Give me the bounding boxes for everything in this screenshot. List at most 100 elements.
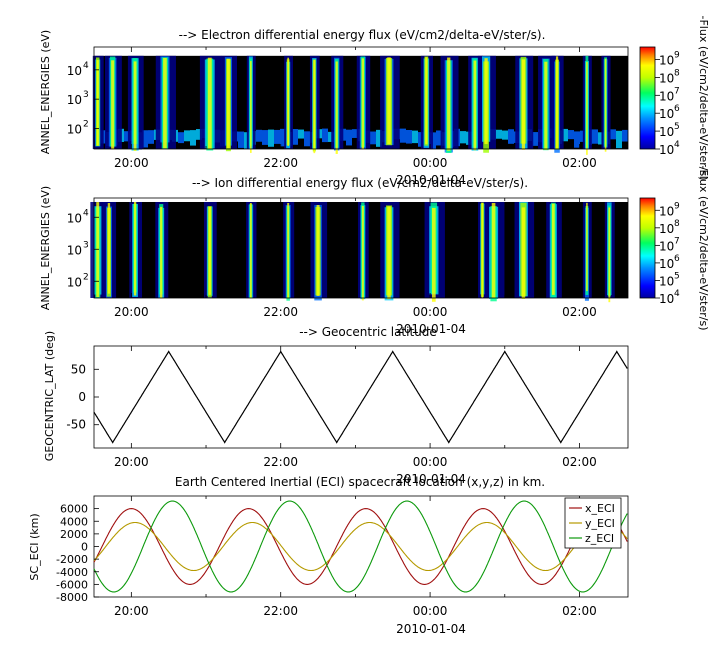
y-tick-label: 10 bbox=[67, 93, 82, 107]
pass-streak-core bbox=[551, 203, 555, 295]
low-energy-band-cell bbox=[352, 129, 358, 138]
colorbar-tick-label: 10 bbox=[659, 257, 674, 271]
low-energy-band-cell bbox=[124, 131, 130, 142]
low-energy-band-cell bbox=[256, 129, 262, 142]
colorbar-tick-exponent: 6 bbox=[674, 104, 680, 114]
colorbar-tick-exponent: 8 bbox=[674, 68, 680, 78]
low-energy-band-cell bbox=[178, 132, 184, 144]
low-energy-band-cell bbox=[592, 129, 598, 144]
low-energy-band-cell bbox=[598, 132, 604, 145]
pass-streak-core bbox=[431, 207, 436, 302]
y-tick-label: 10 bbox=[67, 122, 82, 136]
low-energy-band-cell bbox=[400, 128, 406, 143]
y-tick-exponent: 2 bbox=[83, 119, 89, 129]
low-energy-band-cell bbox=[268, 129, 274, 147]
colorbar-tick-label: 10 bbox=[659, 89, 674, 103]
colorbar-tick-exponent: 4 bbox=[674, 289, 680, 299]
low-energy-band-cell bbox=[376, 129, 382, 147]
pass-streak-core bbox=[521, 207, 526, 299]
panel-frame bbox=[93, 345, 629, 449]
pass-streak-core bbox=[387, 206, 391, 300]
time-tick-label: 22:00 bbox=[263, 156, 298, 170]
low-energy-band-cell bbox=[574, 131, 580, 148]
low-energy-band-cell bbox=[190, 130, 196, 146]
eci-series-z_ECI bbox=[93, 500, 628, 593]
y-tick-label: -50 bbox=[66, 418, 86, 432]
time-tick-label: 02:00 bbox=[562, 156, 597, 170]
y-tick-label: -2000 bbox=[56, 553, 88, 566]
pass-streak-core bbox=[250, 61, 252, 153]
time-tick-label: 20:00 bbox=[114, 455, 149, 469]
pass-streak-core bbox=[604, 58, 607, 152]
low-energy-band-cell bbox=[562, 128, 568, 142]
colorbar-tick-exponent: 9 bbox=[674, 201, 680, 211]
date-label-3: 2010-01-04 bbox=[396, 472, 466, 486]
colorbar-tick-exponent: 4 bbox=[674, 140, 680, 150]
y-tick-label: 10 bbox=[67, 64, 82, 78]
eci-title: Earth Centered Inertial (ECI) spacecraft… bbox=[175, 475, 545, 489]
latitude-ylabel: GEOCENTRIC_LAT (deg) bbox=[43, 331, 56, 461]
latitude-line bbox=[93, 350, 628, 444]
eci-series-y_ECI bbox=[93, 521, 628, 572]
colorbar-tick-label: 10 bbox=[659, 125, 674, 139]
time-tick-label: 00:00 bbox=[413, 455, 448, 469]
latitude-title: --> Geocentric latitude bbox=[299, 325, 437, 339]
colorbar-tick-label: 10 bbox=[659, 54, 674, 68]
colorbar-tick-exponent: 5 bbox=[674, 122, 680, 132]
low-energy-band-cell bbox=[370, 131, 376, 145]
pass-streak-core bbox=[335, 61, 338, 154]
low-energy-band-cell bbox=[508, 129, 514, 144]
time-tick-label: 20:00 bbox=[114, 604, 149, 618]
pass-streak-core bbox=[484, 58, 488, 145]
time-tick-label: 00:00 bbox=[413, 156, 448, 170]
y-tick-label: 10 bbox=[67, 211, 82, 225]
pass-streak-core bbox=[361, 58, 365, 149]
pass-streak-core bbox=[96, 60, 99, 146]
pass-streak-core bbox=[608, 207, 611, 303]
pass-streak-core bbox=[387, 57, 391, 145]
pass-streak-core bbox=[481, 202, 484, 298]
y-tick-exponent: 3 bbox=[83, 90, 89, 100]
low-energy-band-cell bbox=[406, 130, 412, 144]
date-label-1: 2010-01-04 bbox=[396, 173, 466, 187]
y-tick-exponent: 3 bbox=[83, 240, 89, 250]
low-energy-band-cell bbox=[292, 128, 298, 145]
y-tick-label: -6000 bbox=[56, 578, 88, 591]
pass-streak-core bbox=[586, 202, 588, 292]
colorbar-tick-label: 10 bbox=[659, 204, 674, 218]
low-energy-band-cell bbox=[298, 129, 304, 139]
pass-streak-core bbox=[313, 60, 316, 154]
y-tick-label: 50 bbox=[71, 362, 86, 376]
low-energy-band-cell bbox=[502, 130, 508, 140]
eci-legend: x_ECI y_ECI z_ECI bbox=[564, 497, 622, 549]
pass-streak-core bbox=[207, 57, 212, 149]
pass-streak-core bbox=[133, 61, 137, 151]
colorbar-tick-exponent: 5 bbox=[674, 271, 680, 281]
pass-streak-core bbox=[473, 60, 477, 151]
pass-streak-core bbox=[227, 58, 230, 149]
time-tick-label: 02:00 bbox=[562, 305, 597, 319]
low-energy-band-cell bbox=[412, 130, 418, 144]
y-tick-label: 4000 bbox=[60, 515, 88, 528]
low-energy-band-cell bbox=[610, 129, 616, 140]
pass-streak-core bbox=[111, 60, 115, 150]
electron-colorbar-label: -Flux (eV/cm2/delta-eV/ster/s) bbox=[697, 16, 710, 181]
latitude-line-panel: -50 0 50 20:00 22:00 00:00 02:00 bbox=[66, 345, 629, 469]
colorbar-tick-exponent: 6 bbox=[674, 254, 680, 264]
colorbar-tick-label: 10 bbox=[659, 239, 674, 253]
colorbar-tick-exponent: 8 bbox=[674, 219, 680, 229]
low-energy-band-cell bbox=[346, 129, 352, 146]
ion-title: --> Ion differential energy flux (eV/cm2… bbox=[192, 176, 528, 190]
pass-streak-core bbox=[447, 57, 451, 151]
low-energy-band-cell bbox=[184, 130, 190, 142]
colorbar-tick-exponent: 7 bbox=[674, 86, 680, 96]
time-tick-label: 00:00 bbox=[413, 604, 448, 618]
no-data-area bbox=[94, 198, 628, 202]
pass-streak-core bbox=[555, 56, 559, 149]
pass-streak-core bbox=[249, 202, 252, 298]
low-energy-band-cell bbox=[460, 131, 466, 144]
ion-ylabel: ANNEL_ENERGIES (eV) bbox=[39, 186, 52, 310]
